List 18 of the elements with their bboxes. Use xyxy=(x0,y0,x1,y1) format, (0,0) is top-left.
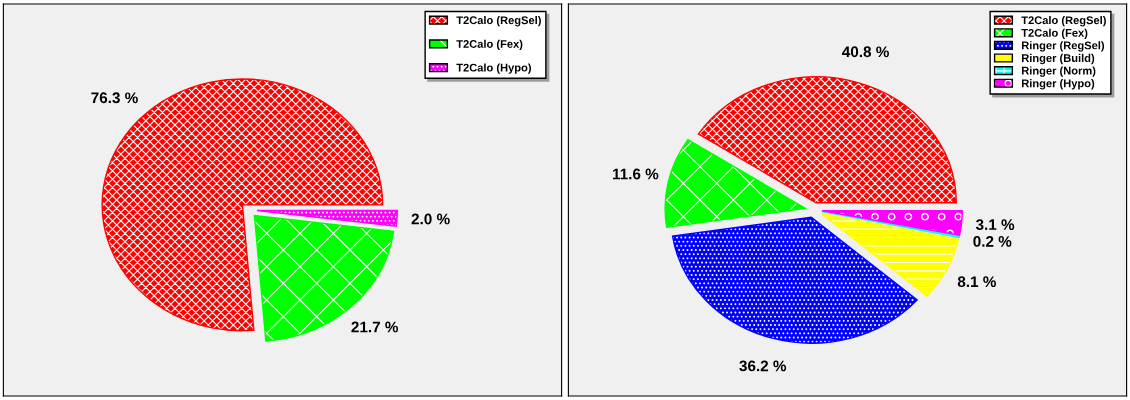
legend-label: T2Calo (Hypo) xyxy=(456,63,531,74)
data-label: 21.7 % xyxy=(351,321,399,333)
data-label: 40.8 % xyxy=(842,46,889,58)
data-label: 0.2 % xyxy=(973,235,1012,247)
legend-label: Ringer (RegSel) xyxy=(1021,41,1105,52)
data-label: 36.2 % xyxy=(739,360,787,372)
legend-label: T2Calo (Fex) xyxy=(1021,28,1088,39)
data-label: 76.3 % xyxy=(91,92,138,104)
data-label: 3.1 % xyxy=(975,219,1015,231)
legend-label: Ringer (Hypo) xyxy=(1021,79,1095,90)
data-label: 11.6 % xyxy=(612,168,659,180)
legend-label: T2Calo (Fex) xyxy=(456,39,523,51)
legend-label: T2Calo (RegSel) xyxy=(1021,16,1106,27)
data-label: 2.0 % xyxy=(411,213,450,225)
legend-label: T2Calo (RegSel) xyxy=(456,16,541,27)
legend-label: Ringer (Norm) xyxy=(1021,66,1096,77)
data-label: 8.1 % xyxy=(957,276,996,288)
legend-label: Ringer (Build) xyxy=(1021,53,1095,65)
